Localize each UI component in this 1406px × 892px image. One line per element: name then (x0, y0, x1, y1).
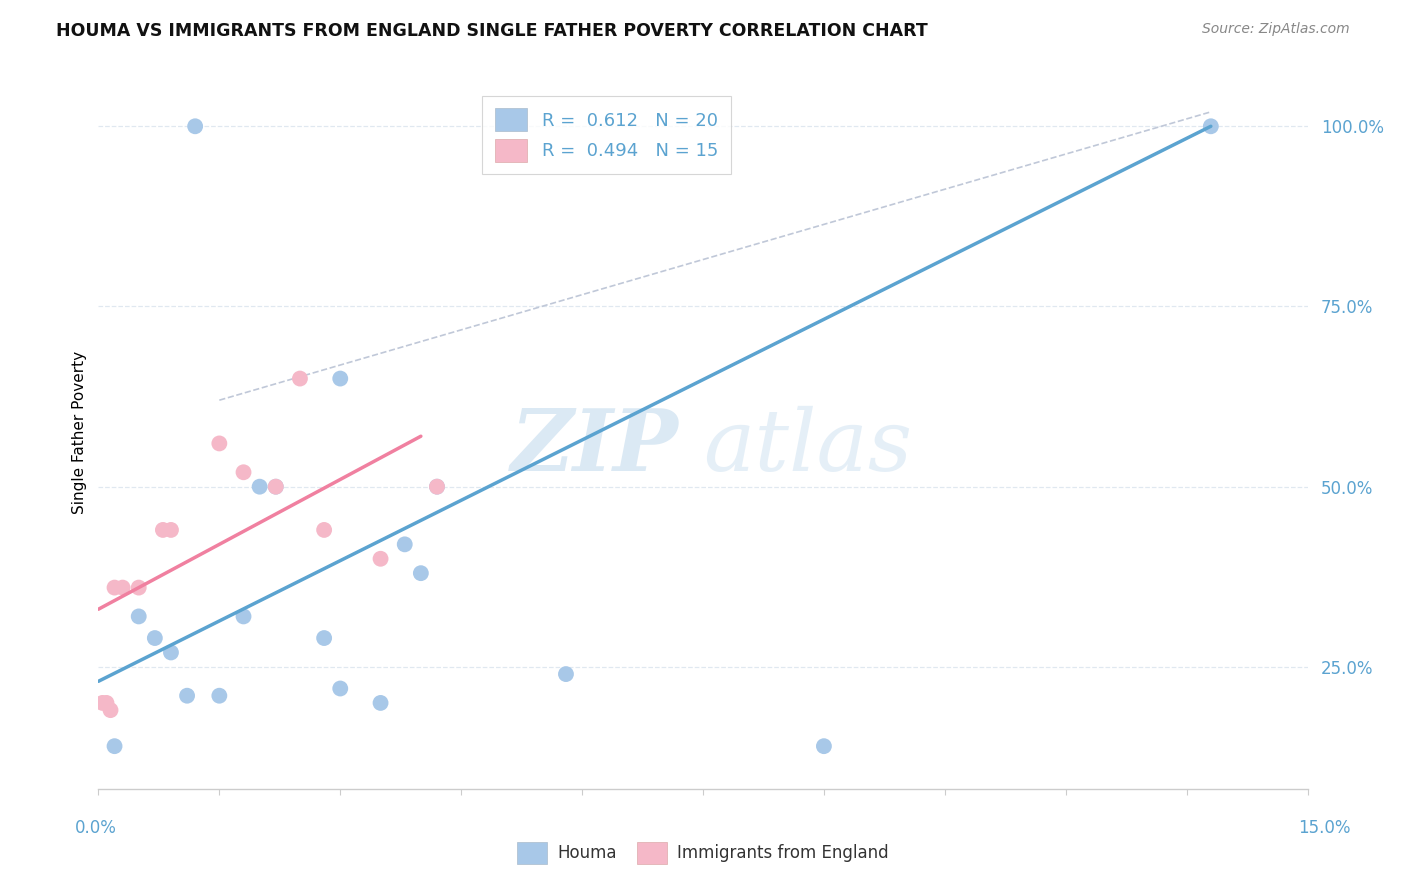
Text: HOUMA VS IMMIGRANTS FROM ENGLAND SINGLE FATHER POVERTY CORRELATION CHART: HOUMA VS IMMIGRANTS FROM ENGLAND SINGLE … (56, 22, 928, 40)
Legend: R =  0.612   N = 20, R =  0.494   N = 15: R = 0.612 N = 20, R = 0.494 N = 15 (482, 95, 731, 175)
Point (128, 609, 150, 624)
Point (143, 631, 166, 645)
Point (249, 480, 271, 494)
Point (100, 703, 122, 717)
Text: Source: ZipAtlas.com: Source: ZipAtlas.com (1202, 22, 1350, 37)
Text: 0.0%: 0.0% (75, 819, 117, 837)
Text: ZIP: ZIP (510, 405, 679, 489)
Point (160, 523, 183, 537)
Point (314, 523, 336, 537)
Point (232, 609, 254, 624)
Point (329, 371, 352, 385)
Point (329, 681, 352, 696)
Point (152, 523, 174, 537)
Point (128, 581, 150, 595)
Point (111, 581, 134, 595)
Point (555, 667, 578, 681)
Point (264, 480, 287, 494)
Point (96, 696, 118, 710)
Point (264, 480, 287, 494)
Point (426, 480, 449, 494)
Point (314, 631, 336, 645)
Point (232, 465, 254, 479)
Point (103, 739, 125, 754)
Point (91, 696, 114, 710)
Text: atlas: atlas (703, 406, 912, 488)
Point (160, 645, 183, 659)
Point (1199, 120, 1222, 134)
Point (288, 371, 311, 385)
Point (370, 551, 392, 566)
Point (813, 739, 835, 754)
Point (208, 689, 231, 703)
Point (409, 566, 432, 581)
Y-axis label: Single Father Poverty: Single Father Poverty (72, 351, 87, 514)
Point (184, 120, 207, 134)
Point (394, 537, 416, 551)
Point (370, 696, 392, 710)
Text: 15.0%: 15.0% (1298, 819, 1351, 837)
Point (426, 480, 449, 494)
Legend: Houma, Immigrants from England: Houma, Immigrants from England (510, 836, 896, 871)
Point (208, 436, 231, 450)
Point (103, 581, 125, 595)
Point (176, 689, 198, 703)
